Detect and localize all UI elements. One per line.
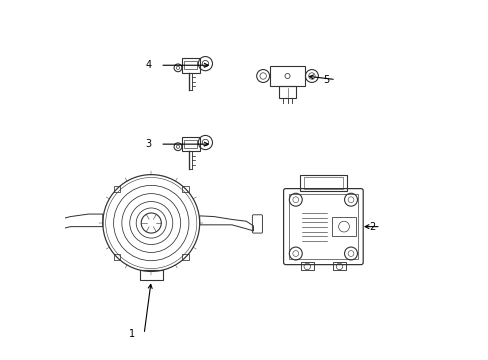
- Bar: [184, 61, 197, 69]
- Bar: [300, 175, 346, 192]
- Bar: [332, 217, 355, 237]
- Bar: [182, 58, 199, 72]
- Bar: [288, 194, 357, 259]
- Text: 5: 5: [322, 75, 328, 85]
- Text: 3: 3: [145, 139, 151, 149]
- Bar: [332, 262, 346, 270]
- Bar: [182, 185, 188, 192]
- Bar: [184, 140, 197, 148]
- Text: 4: 4: [145, 60, 151, 70]
- Bar: [182, 254, 188, 261]
- Text: 2: 2: [368, 222, 375, 231]
- Bar: [182, 137, 199, 152]
- Bar: [140, 270, 163, 280]
- Bar: [269, 66, 305, 86]
- Text: 1: 1: [129, 329, 135, 339]
- Bar: [303, 177, 343, 189]
- Bar: [300, 262, 313, 270]
- Bar: [114, 254, 120, 261]
- Bar: [279, 86, 295, 98]
- Bar: [114, 185, 120, 192]
